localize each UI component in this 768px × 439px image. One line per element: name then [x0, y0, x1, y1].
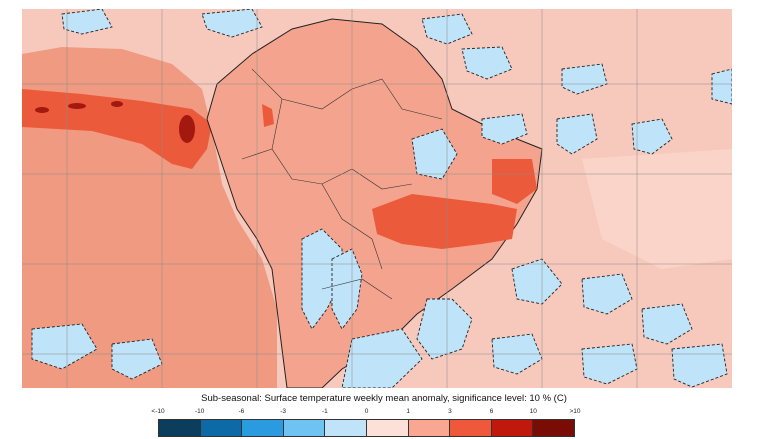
colorbar — [158, 419, 575, 437]
gridlines — [22, 9, 732, 388]
extreme-warm-spot — [68, 103, 86, 109]
legend-tick: -10 — [194, 408, 205, 415]
colorbar-cell — [408, 420, 451, 436]
legend-tick: 0 — [364, 408, 369, 415]
southern-hotspot — [262, 104, 274, 127]
legend-tick: -3 — [280, 408, 286, 415]
extreme-warm-spot — [35, 107, 49, 113]
map-panel — [22, 9, 732, 388]
legend-tick: -6 — [238, 408, 245, 415]
equatorial-hotspot — [22, 89, 212, 169]
colorbar-cell — [283, 420, 326, 436]
atlantic-pale-region — [582, 149, 732, 269]
ne-brazil-hotspot — [492, 159, 537, 204]
colorbar-cell — [325, 420, 367, 436]
anomaly-map — [22, 9, 732, 388]
colorbar-cell — [450, 420, 492, 436]
legend-tick: 10 — [529, 408, 537, 415]
country-borders — [241, 68, 443, 300]
legend-tick-labels: <-10 -10 -6 -3 -1 0 1 3 6 10 >10 — [151, 408, 580, 418]
pacific-warm-region — [22, 47, 277, 388]
cold-anomaly-patches — [31, 9, 732, 388]
legend-tick: >10 — [569, 408, 581, 415]
map-caption: Sub-seasonal: Surface temperature weekly… — [201, 393, 567, 404]
colorbar-cell — [159, 420, 201, 436]
legend-tick: 1 — [406, 408, 410, 415]
brazil-hotspot — [372, 194, 517, 249]
colorbar-cell — [491, 420, 534, 436]
extreme-warm-spot — [111, 101, 123, 107]
colorbar-cell — [533, 420, 574, 436]
extreme-warm-spot — [179, 115, 195, 143]
legend-tick: -1 — [321, 408, 328, 415]
colorbar-cell — [242, 420, 284, 436]
legend-tick: 6 — [489, 408, 494, 415]
colorbar-cell — [200, 420, 243, 436]
legend-tick: <-10 — [151, 408, 165, 415]
colorbar-cell — [366, 420, 409, 436]
legend-tick: 3 — [448, 408, 452, 415]
south-america-land — [206, 18, 543, 388]
